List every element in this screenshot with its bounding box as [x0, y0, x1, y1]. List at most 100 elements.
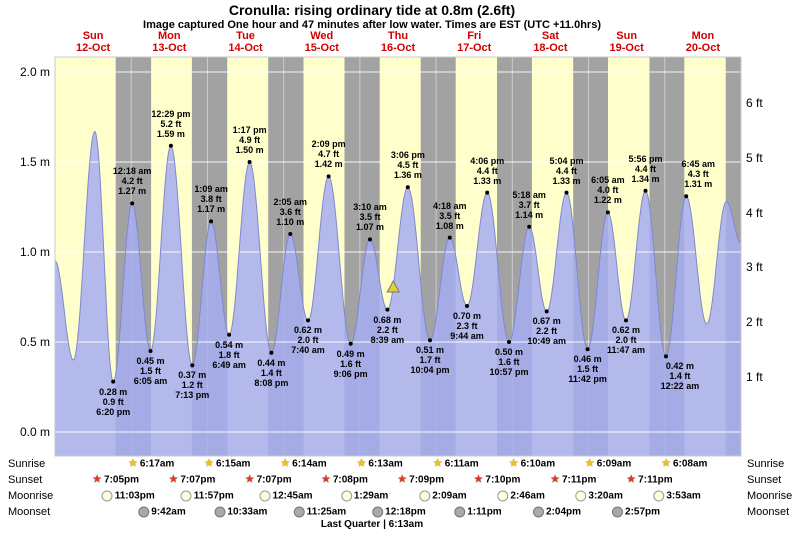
moonset-icon — [214, 506, 226, 518]
y-axis-right-tick: 6 ft — [746, 95, 763, 110]
tide-point-dot — [643, 188, 648, 193]
astro-event-time: 7:08pm — [332, 474, 368, 486]
low-tide-label: 0.54 m 1.8 ft 6:49 am — [212, 339, 246, 370]
sunrise-star-icon: ★ — [508, 457, 519, 470]
sunset-star-icon: ★ — [550, 473, 560, 486]
sunset-event: ★ 7:11pm — [626, 473, 673, 486]
sunset-star-icon: ★ — [626, 473, 637, 486]
day-label: Mon 13-Oct — [152, 30, 187, 54]
astro-event-time: 6:09am — [596, 458, 632, 470]
sunrise-star-icon: ★ — [432, 457, 443, 470]
moonrise-event: 2:09am — [419, 490, 467, 502]
sunrise-event: ★ 6:15am — [204, 458, 251, 470]
moonrise-icon — [180, 490, 192, 502]
day-label: Sun 19-Oct — [609, 30, 644, 54]
tide-point-dot — [465, 304, 469, 308]
sunset-event: ★ 7:09pm — [397, 474, 445, 486]
tide-point-dot — [130, 201, 135, 206]
current-tide-marker — [386, 279, 401, 293]
chart-subtitle: Image captured One hour and 47 minutes a… — [143, 19, 601, 31]
moonset-icon — [138, 506, 150, 518]
high-tide-label: 1:09 am 3.8 ft 1.17 m — [194, 184, 228, 215]
moon-phase-note: Last Quarter | 6:13am — [320, 519, 424, 530]
low-tide-label: 0.70 m 2.3 ft 9:44 am — [450, 311, 484, 341]
astro-row-label-left-moonrise: Moonrise — [8, 490, 54, 502]
tide-point-dot — [428, 338, 432, 343]
sunset-event: ★ 7:05pm — [92, 474, 139, 486]
y-axis-right-tick: 1 ft — [746, 370, 763, 385]
tide-point-dot — [348, 341, 353, 346]
astro-event-time: 11:03pm — [114, 490, 155, 502]
moonset-event: 9:42am — [138, 506, 186, 518]
sunrise-event: ★ 6:13am — [356, 458, 402, 470]
tide-point-dot — [148, 349, 153, 353]
high-tide-label: 6:45 am 4.3 ft 1.31 m — [681, 159, 715, 190]
day-label: Wed 15-Oct — [304, 30, 339, 54]
tide-point-dot — [326, 174, 331, 179]
high-tide-label: 2:05 am 3.6 ft 1.10 m — [273, 197, 308, 227]
y-axis-left-tick: 2.0 m — [19, 65, 50, 79]
high-tide-label: 6:05 am 4.0 ft 1.22 m — [591, 175, 625, 206]
tide-point-dot — [664, 354, 668, 359]
tide-point-dot — [209, 219, 214, 224]
sunrise-event: ★ 6:14am — [280, 458, 326, 470]
low-tide-label: 0.68 m 2.2 ft 8:39 am — [370, 314, 405, 345]
astro-event-time: 9:42am — [151, 506, 186, 518]
astro-row-label-left-moonset: Moonset — [8, 506, 51, 518]
astro-event-time: 6:10am — [520, 458, 556, 470]
moonset-event: 2:57pm — [612, 506, 661, 518]
moonset-icon — [372, 506, 384, 518]
astro-row-label-left-sunrise: Sunrise — [8, 458, 46, 470]
high-tide-label: 12:29 pm 5.2 ft 1.59 m — [151, 108, 191, 139]
low-tide-label: 0.62 m 2.0 ft 11:47 am — [606, 325, 645, 356]
y-axis-right-tick: 5 ft — [746, 150, 763, 165]
astro-row-label-left-sunset: Sunset — [8, 474, 43, 486]
moonrise-event: 11:03pm — [101, 490, 155, 502]
tide-point-dot — [269, 350, 274, 355]
tide-point-dot — [485, 190, 490, 195]
low-tide-label: 0.67 m 2.2 ft 10:49 am — [527, 316, 566, 347]
astro-event-time: 2:57pm — [625, 506, 661, 518]
high-tide-label: 5:18 am 3.7 ft 1.14 m — [512, 189, 546, 220]
astro-event-time: 11:57pm — [193, 490, 234, 502]
day-label: Fri 17-Oct — [457, 30, 492, 54]
low-tide-label: 0.50 m 1.6 ft 10:57 pm — [489, 347, 529, 377]
sunrise-star-icon: ★ — [661, 457, 671, 470]
low-tide-label: 0.49 m 1.6 ft 9:06 pm — [333, 348, 368, 379]
low-tide-label: 0.44 m 1.4 ft 8:08 pm — [254, 357, 289, 388]
astro-event-time: 6:15am — [215, 458, 251, 470]
sunset-event: ★ 7:10pm — [473, 473, 521, 486]
moonrise-icon — [259, 490, 271, 502]
y-axis-right-tick: 4 ft — [746, 205, 763, 220]
astro-row-label-right-sunrise: Sunrise — [747, 458, 785, 470]
sunrise-event: ★ 6:11am — [432, 457, 479, 470]
astro-event-time: 12:45am — [272, 490, 313, 502]
sunset-star-icon: ★ — [320, 473, 331, 486]
day-label: Tue 14-Oct — [228, 30, 263, 54]
y-axis-right-tick: 2 ft — [746, 315, 763, 330]
y-axis-left-tick: 1.0 m — [19, 245, 50, 259]
moonrise-event: 2:46am — [497, 490, 545, 502]
moonset-event: 10:33am — [214, 506, 267, 518]
moonset-event: 11:25am — [293, 506, 346, 518]
tide-point-dot — [605, 210, 610, 215]
astro-event-time: 12:18pm — [385, 506, 426, 518]
low-tide-label: 0.42 m 1.4 ft 12:22 am — [660, 361, 700, 392]
sunset-event: ★ 7:07pm — [245, 474, 292, 486]
astro-event-time: 7:09pm — [409, 474, 445, 486]
sunrise-event: ★ 6:17am — [128, 458, 174, 470]
high-tide-label: 2:09 pm 4.7 ft 1.42 m — [311, 139, 346, 170]
astro-event-time: 7:11pm — [638, 474, 673, 486]
astro-row-label-right-moonrise: Moonrise — [747, 490, 793, 502]
sunset-star-icon: ★ — [473, 473, 484, 486]
moonrise-icon — [340, 490, 352, 502]
sunrise-event: ★ 6:10am — [508, 457, 556, 470]
moonrise-icon — [497, 490, 509, 502]
moonrise-icon — [575, 490, 587, 502]
moonset-icon — [533, 506, 545, 518]
astro-event-time: 2:04pm — [546, 506, 582, 518]
tide-point-dot — [564, 190, 569, 195]
y-axis-left-tick: 0.0 m — [19, 425, 50, 439]
moonrise-event: 1:29am — [340, 490, 388, 502]
moonset-icon — [612, 506, 624, 518]
